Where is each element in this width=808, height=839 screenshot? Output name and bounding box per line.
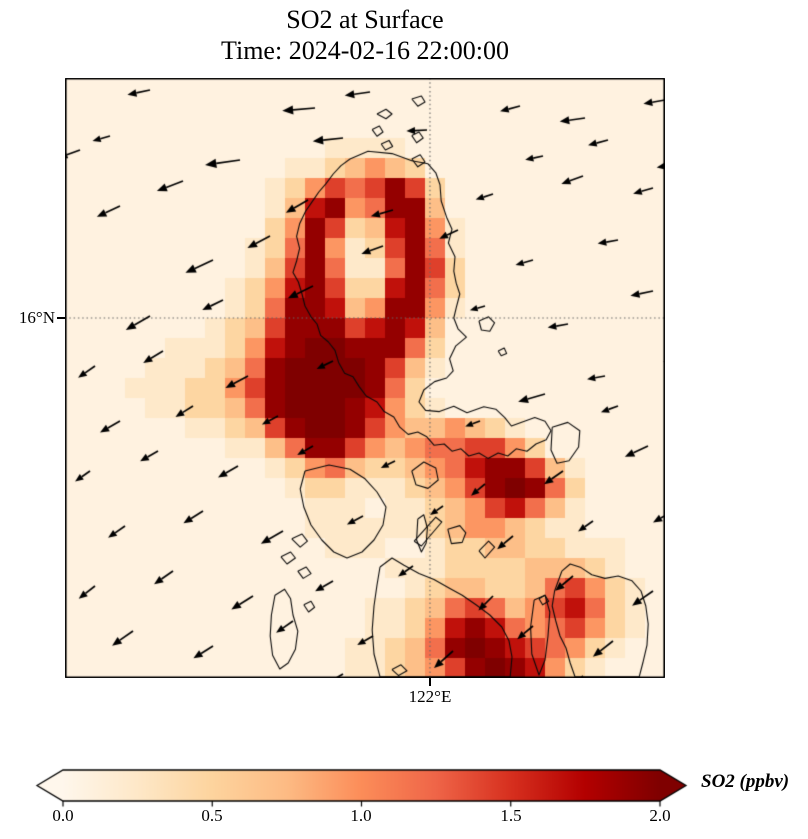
colorbar-label: SO2 (ppbv) — [701, 771, 790, 792]
colorbar-tick-2: 1.0 — [350, 806, 372, 825]
plot-title: SO2 at Surface Time: 2024-02-16 22:00:00 — [65, 4, 665, 66]
colorbar-tick-3: 1.5 — [500, 806, 522, 825]
y-tick-label: 16°N — [18, 308, 55, 327]
colorbar-canvas — [30, 764, 710, 812]
plot-title-line1: SO2 at Surface — [286, 5, 444, 34]
colorbar-tick-1: 0.5 — [201, 806, 223, 825]
colorbar-tick-0: 0.0 — [52, 806, 74, 825]
colorbar-tick-4: 2.0 — [649, 806, 671, 825]
x-tick-label: 122°E — [408, 687, 452, 706]
x-tick-mark — [429, 678, 431, 686]
map-canvas — [65, 78, 665, 678]
y-tick-mark — [57, 317, 65, 319]
plot-title-line2: Time: 2024-02-16 22:00:00 — [221, 36, 509, 65]
